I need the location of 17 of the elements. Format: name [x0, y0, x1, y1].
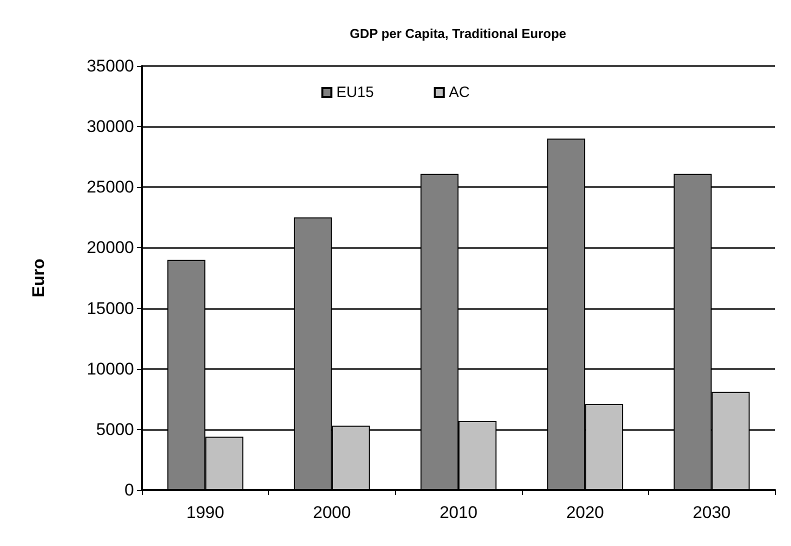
legend-label: EU15 — [336, 84, 374, 101]
y-axis-title: Euro — [29, 258, 48, 298]
legend-label: AC — [448, 84, 470, 101]
y-tick-label: 35000 — [86, 56, 134, 76]
x-tick-label: 2030 — [692, 503, 731, 522]
y-tick-label: 5000 — [96, 420, 134, 439]
y-tick-label: 15000 — [86, 298, 134, 318]
y-tick-label: 25000 — [86, 178, 134, 197]
x-tick-label: 2000 — [312, 503, 351, 522]
y-tick-label: 10000 — [86, 359, 134, 378]
x-tick-label: 2020 — [566, 503, 604, 522]
x-tick-label: 2010 — [440, 503, 478, 522]
chart-title: GDP per Capita, Traditional Europe — [350, 26, 566, 41]
y-tick-label: 20000 — [86, 238, 134, 258]
x-tick-label: 1990 — [186, 503, 224, 522]
y-tick-label: 0 — [124, 480, 134, 500]
y-tick-label: 30000 — [86, 117, 134, 136]
